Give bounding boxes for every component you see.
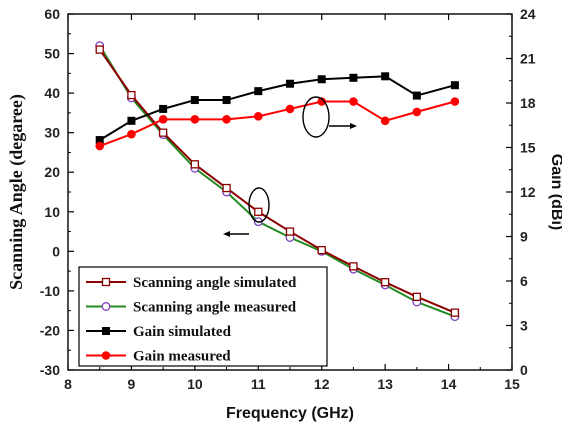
data-point	[222, 115, 231, 124]
legend-swatch-marker	[101, 302, 111, 311]
y-left-tick-label: 40	[44, 85, 60, 101]
x-tick-label: 14	[441, 376, 457, 392]
legend-entry: Gain simulated	[133, 324, 232, 340]
data-point	[127, 116, 136, 125]
x-tick-label: 9	[128, 376, 136, 392]
y-right-tick-label: 15	[520, 140, 536, 156]
legend-entry: Gain measured	[133, 349, 231, 365]
y-right-tick-label: 9	[520, 229, 528, 245]
legend-box	[78, 266, 328, 367]
y-axis-left: -30 -20 -10 0 10 20 30 40 50 60	[40, 6, 74, 378]
series-line	[99, 75, 456, 141]
y-axis-right-label: Gain (dBi)	[548, 154, 562, 230]
y-axis-right: 0 3 6 9 12 15 18 21 24	[506, 6, 536, 378]
series-gain-simulated	[95, 72, 459, 145]
data-point	[380, 278, 390, 287]
data-point	[349, 262, 358, 271]
x-tick-label: 10	[187, 376, 203, 392]
y-left-tick-label: 20	[44, 164, 60, 180]
series-scanning-angle-simulated	[95, 45, 460, 317]
data-point	[349, 97, 358, 106]
data-point	[158, 128, 168, 137]
data-point	[317, 75, 326, 84]
data-point	[159, 104, 168, 113]
x-tick-label: 13	[377, 376, 393, 392]
data-point	[412, 107, 422, 117]
legend-entry: Scanning angle measured	[133, 300, 297, 316]
data-point	[190, 160, 200, 169]
data-point	[95, 45, 104, 54]
series-line	[98, 45, 456, 318]
annotation-arrowhead-gain	[350, 123, 357, 129]
series-line	[99, 100, 456, 147]
y-left-tick-label: 30	[44, 125, 60, 141]
data-point	[285, 104, 295, 114]
data-point	[95, 141, 105, 151]
data-point	[190, 96, 199, 105]
x-axis: 8 9 10 11 12 13 14 15	[64, 14, 520, 392]
data-point	[254, 207, 263, 216]
series-layer	[95, 41, 460, 322]
annotations	[223, 96, 357, 237]
y-right-tick-label: 3	[520, 318, 528, 334]
data-point	[190, 115, 200, 124]
data-point	[317, 97, 327, 106]
data-point	[380, 116, 390, 126]
y-right-tick-label: 0	[520, 362, 528, 378]
data-point	[127, 90, 136, 100]
data-point	[158, 115, 168, 124]
annotation-ellipse-gain	[302, 96, 330, 138]
y-left-tick-label: 10	[44, 204, 60, 220]
data-point	[450, 308, 460, 317]
x-tick-label: 12	[314, 376, 330, 392]
y-left-tick-label: 50	[44, 46, 60, 62]
data-point	[349, 73, 358, 82]
y-left-tick-label: 60	[44, 6, 60, 22]
x-tick-label: 11	[251, 376, 266, 392]
data-point	[286, 79, 294, 88]
y-axis-left-label: Scanning Angle (degaree)	[6, 94, 27, 290]
x-axis-label: Frequency (GHz)	[226, 405, 354, 422]
data-point	[317, 245, 326, 255]
x-tick-label: 8	[64, 376, 72, 392]
annotation-arrowhead-angle	[223, 231, 230, 237]
y-right-tick-label: 24	[520, 6, 536, 22]
y-right-tick-label: 12	[520, 184, 536, 200]
data-point	[450, 97, 460, 106]
series-line	[98, 49, 456, 314]
legend-swatch-marker	[101, 277, 111, 287]
data-point	[222, 183, 231, 193]
y-right-tick-label: 6	[520, 273, 528, 289]
data-point	[127, 129, 136, 139]
data-point	[412, 292, 422, 301]
x-tick-label: 15	[504, 376, 520, 392]
data-point	[253, 112, 263, 121]
legend: Scanning angle simulated Scanning angle m…	[78, 266, 328, 367]
data-point	[381, 72, 390, 81]
y-left-tick-label: -30	[40, 362, 60, 378]
y-right-tick-label: 18	[520, 95, 536, 111]
annotation-ellipse-angle	[248, 187, 270, 223]
y-left-tick-label: 0	[52, 243, 60, 259]
data-point	[222, 96, 231, 105]
y-right-tick-label: 21	[520, 51, 536, 67]
legend-entry: Scanning angle simulated	[133, 275, 297, 291]
legend-swatch-marker	[102, 327, 110, 335]
data-point	[450, 81, 459, 90]
legend-swatch-marker	[101, 351, 111, 360]
y-left-tick-label: -20	[40, 322, 60, 338]
y-left-tick-label: -10	[40, 283, 60, 299]
series-gain-measured	[95, 97, 460, 151]
data-point	[254, 87, 263, 96]
data-point	[412, 91, 421, 100]
data-point	[285, 227, 295, 236]
